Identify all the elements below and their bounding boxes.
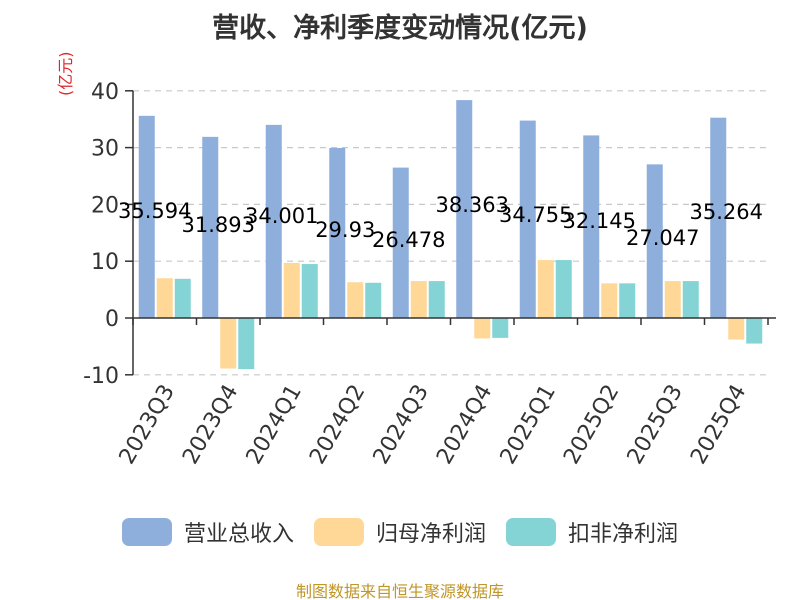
y-tick-label: 40: [91, 80, 119, 105]
x-tick-label: 2025Q2: [559, 381, 624, 469]
bar-series-1-2025Q1: [537, 260, 554, 318]
legend-item-deducted-profit[interactable]: 扣非净利润: [506, 516, 678, 548]
legend-swatch-deducted-profit: [506, 518, 556, 546]
bar-series-0-2024Q2: [329, 147, 346, 318]
bar-series-1-2024Q3: [410, 281, 427, 318]
source-note: 制图数据来自恒生聚源数据库: [295, 582, 504, 600]
bar-series-1-2024Q2: [347, 282, 364, 318]
bar-series-1-2025Q3: [664, 281, 681, 318]
bar-series-0-2024Q4: [456, 100, 473, 318]
x-tick-label: 2025Q1: [496, 381, 561, 469]
x-tick-label: 2025Q4: [686, 381, 751, 469]
data-label-revenue: 35.594: [118, 199, 191, 223]
data-label-revenue: 27.047: [626, 226, 699, 250]
x-tick-label: 2024Q3: [369, 381, 434, 469]
bar-series-1-2024Q4: [474, 318, 491, 339]
data-label-revenue: 34.001: [245, 204, 318, 228]
legend-label-net-profit: 归母净利润: [375, 522, 486, 547]
y-tick-label: 30: [91, 137, 119, 162]
y-tick-label: -10: [83, 364, 119, 389]
bar-series-1-2025Q4: [728, 318, 745, 340]
legend-item-net-profit[interactable]: 归母净利润: [313, 516, 486, 548]
x-tick-label: 2025Q3: [623, 381, 688, 469]
legend-swatch-revenue: [121, 518, 172, 546]
legend-swatch-net-profit: [313, 518, 364, 546]
y-tick-label: 10: [91, 250, 119, 275]
bar-series-0-2025Q1: [519, 120, 536, 318]
bar-series-1-2025Q2: [601, 283, 618, 318]
bar-series-2-2024Q3: [428, 281, 445, 318]
legend-item-revenue[interactable]: 营业总收入: [121, 516, 294, 548]
bar-series-2-2023Q3: [174, 278, 191, 318]
legend-label-deducted-profit: 扣非净利润: [568, 522, 679, 547]
x-tick-label: 2023Q3: [115, 381, 180, 469]
bar-series-2-2025Q2: [619, 283, 636, 318]
bar-series-0-2024Q1: [265, 124, 282, 318]
data-label-revenue: 34.755: [499, 203, 572, 227]
x-tick-label: 2024Q2: [305, 381, 370, 469]
bar-series-0-2023Q4: [202, 136, 219, 318]
bar-series-0-2025Q3: [646, 164, 663, 318]
bar-series-1-2024Q1: [283, 262, 300, 318]
x-tick-label: 2023Q4: [178, 381, 243, 469]
bar-series-2-2023Q4: [238, 318, 255, 370]
bar-series-0-2024Q3: [392, 167, 409, 318]
data-label-revenue: 32.145: [563, 209, 636, 233]
chart-title: 营收、净利季度变动情况(亿元): [212, 13, 588, 44]
data-label-revenue: 29.93: [315, 218, 375, 242]
bar-series-1-2023Q4: [220, 318, 237, 369]
data-label-revenue: 38.363: [436, 193, 509, 217]
data-label-revenue: 26.478: [372, 228, 445, 252]
bar-series-2-2024Q4: [492, 318, 509, 338]
bar-series-2-2024Q1: [301, 264, 318, 318]
y-tick-label: 0: [105, 307, 119, 332]
x-tick-label: 2024Q4: [432, 381, 497, 469]
bar-series-0-2025Q2: [583, 135, 600, 318]
bar-series-0-2025Q4: [710, 117, 727, 319]
legend: 营业总收入 归母净利润 扣非净利润: [0, 516, 800, 548]
bar-series-2-2025Q3: [682, 281, 699, 318]
bar-series-1-2023Q3: [156, 278, 173, 318]
data-label-revenue: 35.264: [690, 200, 763, 224]
x-tick-label: 2024Q1: [242, 381, 307, 469]
bar-series-2-2025Q1: [555, 260, 572, 318]
bar-series-2-2024Q2: [365, 282, 382, 318]
legend-label-revenue: 营业总收入: [183, 522, 294, 547]
data-label-revenue: 31.893: [182, 213, 255, 237]
bar-series-0-2023Q3: [138, 115, 155, 318]
y-tick-label: 20: [91, 193, 119, 218]
bar-series-2-2025Q4: [746, 318, 763, 344]
